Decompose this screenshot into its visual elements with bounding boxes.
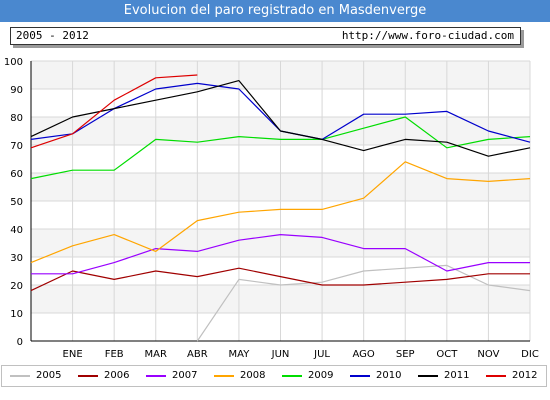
legend-label: 2009 — [308, 370, 334, 381]
series-line-2009 — [30, 116, 531, 180]
legend-label: 2008 — [240, 370, 266, 381]
x-tick-label: NOV — [477, 349, 499, 360]
y-tick-label: 0 — [17, 337, 23, 348]
y-tick-label: 70 — [10, 141, 23, 152]
x-tick-label: FEB — [105, 349, 124, 360]
period-label: 2005 - 2012 — [16, 29, 89, 42]
series-line-2007 — [31, 234, 530, 275]
y-tick-label: 80 — [10, 113, 23, 124]
x-tick-label: OCT — [436, 349, 458, 360]
y-tick-label: 20 — [10, 281, 23, 292]
y-tick-labels: 0 10 20 30 40 50 60 70 80 90 100 — [4, 57, 23, 348]
y-tick-label: 60 — [10, 169, 23, 180]
series-line-2005 — [196, 264, 531, 342]
x-tick-labels: ENE FEB MAR ABR MAY JUN JUL AGO SEP OCT NOV DIC — [63, 349, 539, 360]
x-tick-label: MAR — [145, 349, 167, 360]
y-tick-label: 90 — [10, 85, 23, 96]
y-tick-label: 40 — [10, 225, 23, 236]
legend-swatch — [146, 375, 166, 377]
legend-swatch — [10, 375, 30, 377]
series-line-2006 — [30, 267, 530, 292]
legend-label: 2005 — [36, 370, 62, 381]
series-line-2012 — [30, 74, 198, 149]
x-tick-label: MAY — [229, 349, 251, 360]
series-line-2011 — [30, 79, 531, 157]
x-tick-label: ABR — [187, 349, 208, 360]
legend-swatch — [214, 375, 234, 377]
x-tick-label: SEP — [396, 349, 415, 360]
x-tick-label: JUN — [271, 349, 290, 360]
y-tick-label: 100 — [4, 57, 23, 68]
legend-swatch — [486, 375, 506, 377]
axes — [30, 61, 530, 342]
x-tick-label: DIC — [521, 349, 539, 360]
source-url: http://www.foro-ciudad.com — [341, 29, 514, 42]
x-tick-label: AGO — [353, 349, 375, 360]
y-tick-label: 30 — [10, 253, 23, 264]
legend: 2005 2006 2007 2008 2009 2010 2011 2012 — [1, 365, 547, 387]
legend-label: 2007 — [172, 370, 198, 381]
chart-title: Evolucion del paro registrado en Masdenv… — [0, 0, 550, 22]
legend-swatch — [418, 375, 438, 377]
legend-swatch — [282, 375, 302, 377]
legend-swatch — [78, 375, 98, 377]
legend-label: 2012 — [512, 370, 538, 381]
legend-label: 2011 — [444, 370, 470, 381]
x-tick-label: JUL — [313, 349, 330, 360]
series-lines — [30, 74, 531, 342]
y-tick-label: 50 — [10, 197, 23, 208]
info-box: 2005 - 2012 http://www.foro-ciudad.com — [10, 27, 521, 45]
series-line-2008 — [30, 161, 531, 264]
legend-swatch — [350, 375, 370, 377]
x-tick-label: ENE — [63, 349, 83, 360]
legend-label: 2006 — [104, 370, 130, 381]
legend-label: 2010 — [376, 370, 402, 381]
y-tick-label: 10 — [10, 309, 23, 320]
